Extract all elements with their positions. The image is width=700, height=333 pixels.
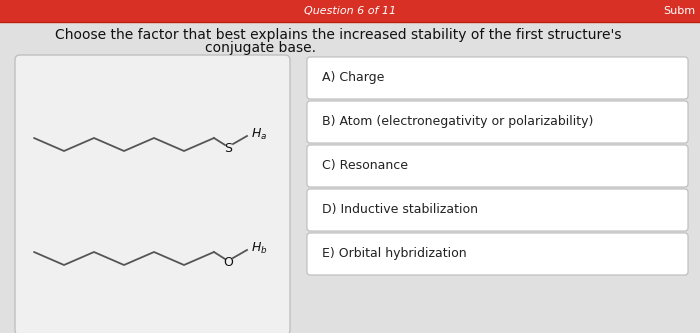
FancyBboxPatch shape: [307, 57, 688, 99]
Text: D) Inductive stabilization: D) Inductive stabilization: [322, 203, 478, 216]
FancyBboxPatch shape: [307, 145, 688, 187]
Text: Question 6 of 11: Question 6 of 11: [304, 6, 396, 16]
FancyBboxPatch shape: [307, 101, 688, 143]
Text: O: O: [223, 255, 233, 268]
Text: E) Orbital hybridization: E) Orbital hybridization: [322, 247, 467, 260]
Text: S: S: [224, 142, 232, 155]
Text: A) Charge: A) Charge: [322, 72, 384, 85]
Text: $H_a$: $H_a$: [251, 127, 267, 142]
FancyBboxPatch shape: [307, 189, 688, 231]
FancyBboxPatch shape: [15, 55, 290, 333]
FancyBboxPatch shape: [307, 233, 688, 275]
Text: $H_b$: $H_b$: [251, 240, 267, 255]
Text: Choose the factor that best explains the increased stability of the first struct: Choose the factor that best explains the…: [55, 28, 622, 42]
Text: Subm: Subm: [663, 6, 695, 16]
Text: B) Atom (electronegativity or polarizability): B) Atom (electronegativity or polarizabi…: [322, 116, 594, 129]
Text: C) Resonance: C) Resonance: [322, 160, 408, 172]
Bar: [0, 0, 700, 22]
Text: conjugate base.: conjugate base.: [205, 41, 316, 55]
